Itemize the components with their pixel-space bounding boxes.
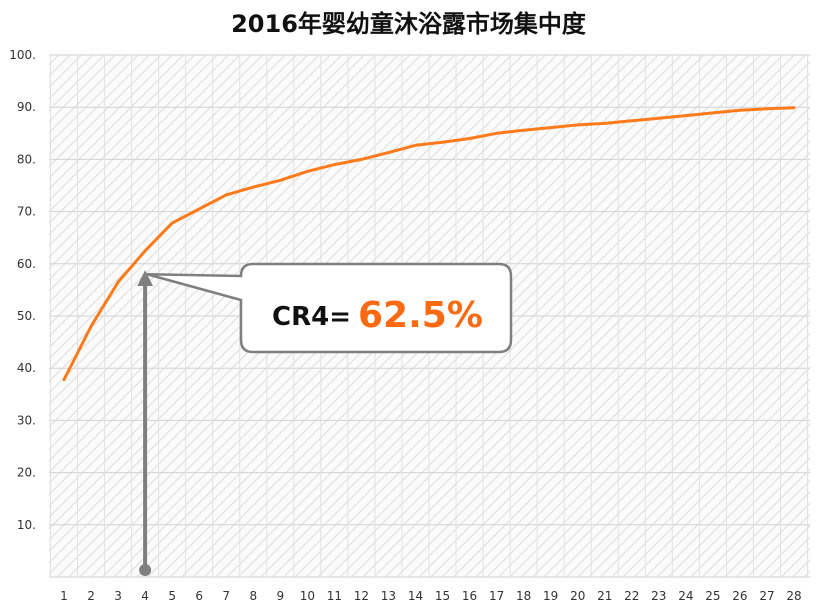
x-tick-label: 3 bbox=[114, 589, 122, 603]
data-point bbox=[387, 151, 390, 154]
data-point bbox=[495, 132, 498, 135]
x-tick-label: 19 bbox=[543, 589, 558, 603]
x-tick-label: 12 bbox=[354, 589, 369, 603]
y-tick-label: 30. bbox=[17, 413, 36, 427]
data-point bbox=[89, 325, 93, 328]
y-tick-label: 60. bbox=[17, 257, 36, 271]
data-point bbox=[738, 109, 742, 112]
x-tick-label: 21 bbox=[597, 589, 612, 603]
callout-label: CR4= bbox=[272, 302, 351, 332]
data-point bbox=[252, 185, 255, 189]
x-tick-label: 18 bbox=[516, 589, 531, 603]
annotation-group: CR4= 62.5% bbox=[137, 262, 513, 576]
data-point bbox=[414, 144, 417, 147]
x-tick-label: 5 bbox=[168, 589, 176, 603]
x-tick-label: 26 bbox=[732, 589, 747, 603]
x-tick-label: 8 bbox=[249, 589, 257, 603]
y-tick-label: 40. bbox=[17, 361, 36, 375]
x-tick-label: 14 bbox=[408, 589, 423, 603]
y-tick-label: 80. bbox=[17, 152, 36, 166]
x-tick-label: 7 bbox=[222, 589, 230, 603]
data-point bbox=[684, 114, 688, 117]
x-tick-label: 4 bbox=[141, 589, 149, 603]
x-tick-label: 28 bbox=[786, 589, 801, 603]
data-point bbox=[360, 158, 363, 161]
y-tick-label: 20. bbox=[17, 466, 36, 480]
y-tick-label: 70. bbox=[17, 205, 36, 219]
data-point bbox=[657, 116, 661, 120]
data-point bbox=[306, 170, 309, 173]
data-point bbox=[333, 163, 336, 166]
callout-value: 62.5% bbox=[358, 295, 483, 336]
data-point bbox=[792, 106, 796, 109]
x-tick-label: 6 bbox=[195, 589, 203, 603]
callout-box bbox=[146, 262, 513, 354]
x-tick-label: 15 bbox=[435, 589, 450, 603]
data-point bbox=[225, 193, 228, 197]
data-point bbox=[170, 221, 174, 225]
data-point bbox=[711, 111, 715, 115]
x-tick-label: 23 bbox=[651, 589, 666, 603]
data-point bbox=[441, 140, 444, 144]
x-tick-label: 17 bbox=[489, 589, 504, 603]
data-point bbox=[62, 378, 66, 381]
data-point bbox=[630, 119, 633, 122]
data-point bbox=[549, 126, 552, 129]
x-tick-label: 2 bbox=[87, 589, 95, 603]
data-point bbox=[116, 280, 120, 284]
x-tick-label: 1 bbox=[60, 589, 68, 603]
data-point bbox=[143, 249, 147, 252]
x-tick-label: 16 bbox=[462, 589, 477, 603]
data-point bbox=[468, 137, 471, 140]
y-axis: 10. 20. 30. 40. 50. 60. 70. 80. 90. 100. bbox=[9, 48, 36, 532]
x-tick-label: 11 bbox=[327, 589, 342, 603]
y-tick-label: 10. bbox=[17, 518, 36, 532]
y-tick-label: 90. bbox=[17, 100, 36, 114]
x-axis: 1 2 3 4 5 6 7 8 9 10 11 12 13 14 15 16 17 18 19 20 21 22 23 24 2… bbox=[60, 589, 801, 603]
series-line bbox=[62, 106, 796, 382]
x-tick-label: 25 bbox=[705, 589, 720, 603]
x-tick-label: 20 bbox=[570, 589, 585, 603]
data-point bbox=[765, 107, 769, 110]
x-tick-label: 10 bbox=[300, 589, 315, 603]
y-tick-label: 100. bbox=[9, 48, 36, 62]
x-tick-label: 9 bbox=[276, 589, 284, 603]
data-point bbox=[576, 123, 579, 127]
data-point bbox=[603, 122, 606, 125]
x-tick-label: 27 bbox=[759, 589, 774, 603]
series-group bbox=[62, 106, 796, 382]
data-point bbox=[279, 179, 282, 182]
arrow-base-dot bbox=[139, 564, 152, 576]
y-tick-label: 50. bbox=[17, 309, 36, 323]
x-tick-label: 22 bbox=[624, 589, 639, 603]
x-tick-label: 24 bbox=[678, 589, 693, 603]
data-point bbox=[522, 128, 525, 132]
chart-title: 2016年婴幼童沐浴露市场集中度 bbox=[231, 10, 586, 38]
data-point bbox=[197, 207, 201, 211]
x-tick-label: 13 bbox=[381, 589, 396, 603]
